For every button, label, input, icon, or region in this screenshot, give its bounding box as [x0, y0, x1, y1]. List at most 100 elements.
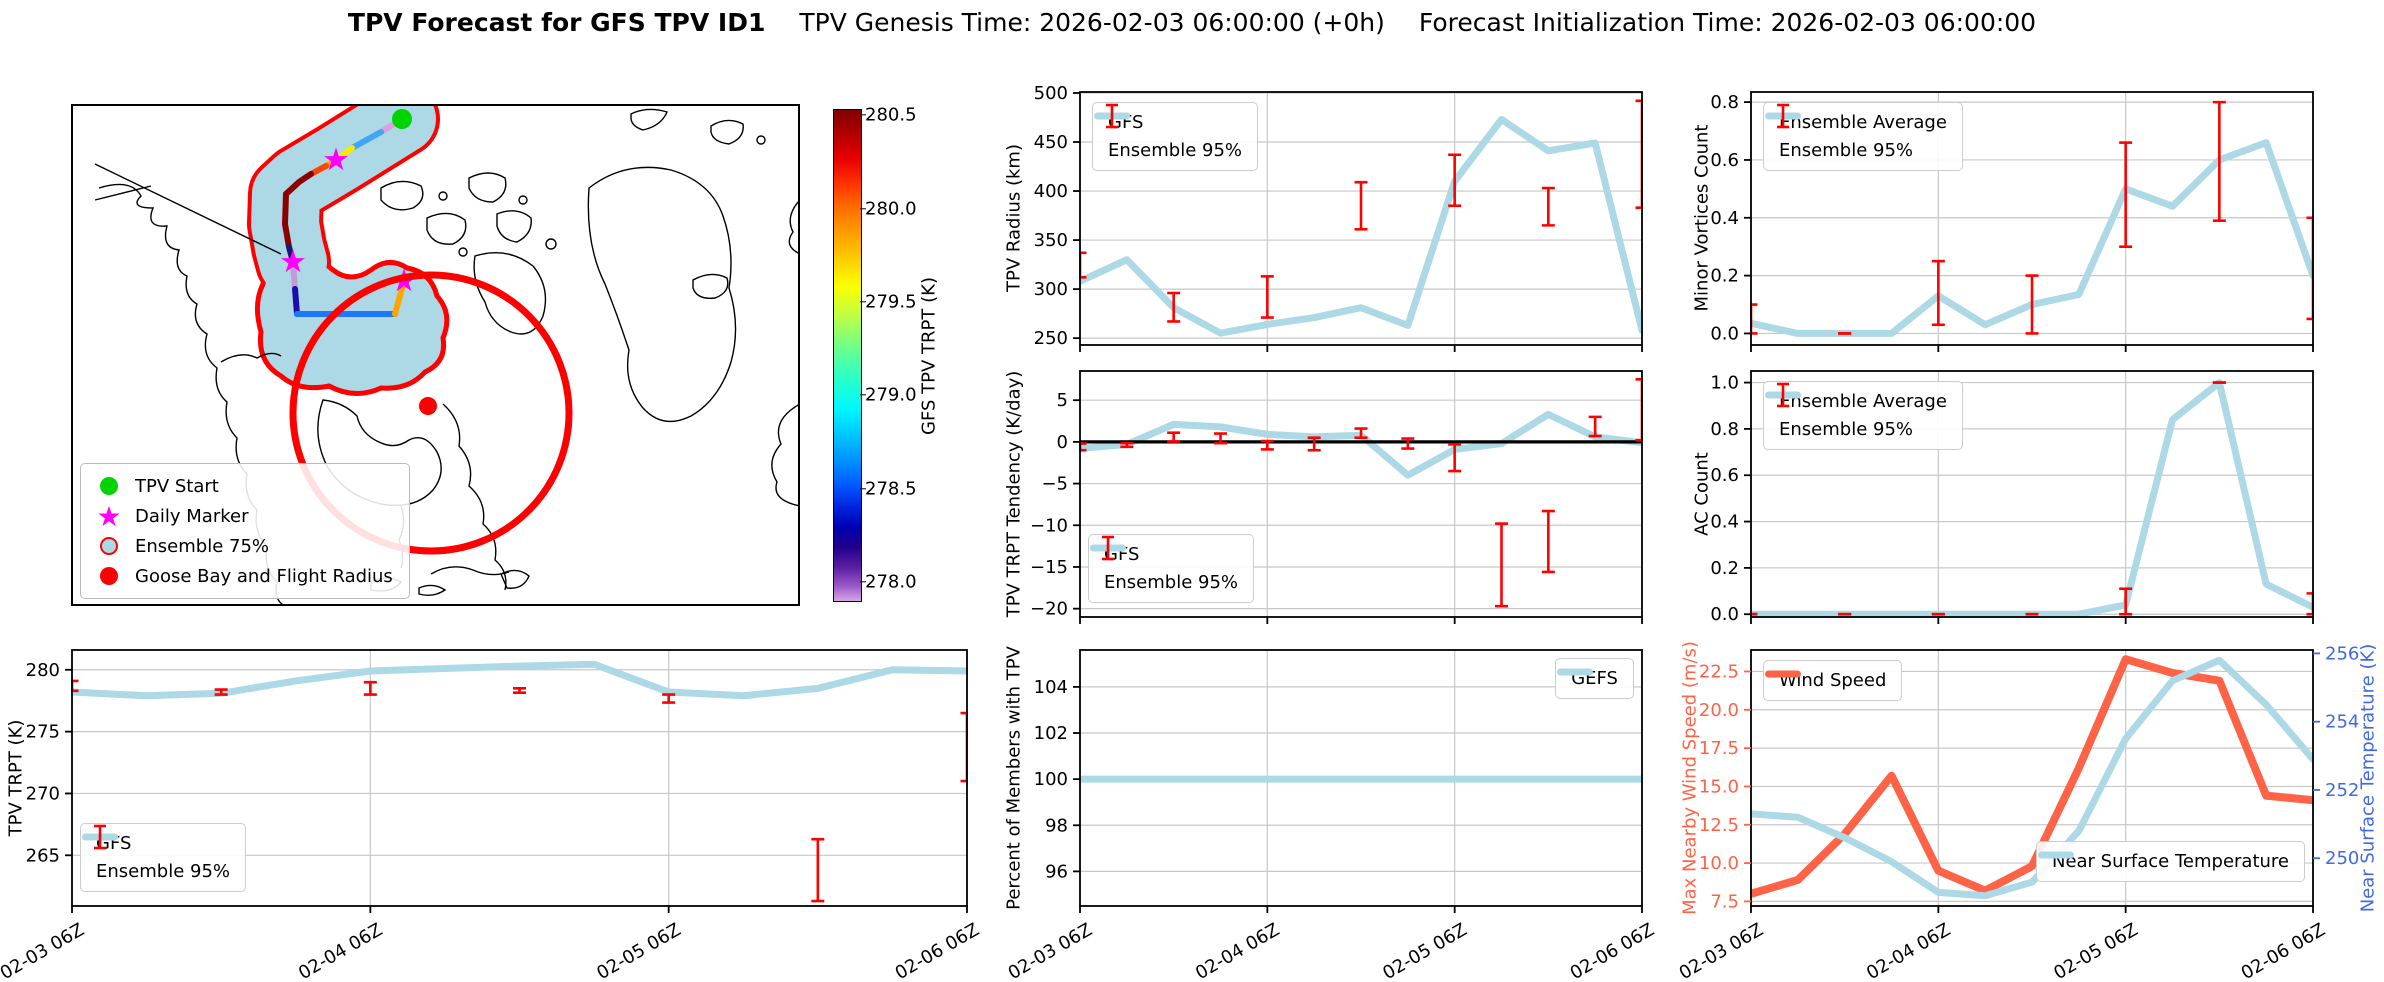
- y-tick-label: 12.5: [1699, 815, 1739, 836]
- y-tick-label: −20: [1030, 599, 1068, 620]
- colorbar-tick-label: 278.5: [865, 478, 917, 500]
- daily-marker-star: [281, 249, 305, 273]
- y-tick-label: 400: [1034, 181, 1068, 202]
- y-tick-label: 20.0: [1699, 700, 1739, 721]
- y-tick-label: 265: [26, 845, 60, 866]
- y-tick-label: −15: [1030, 557, 1068, 578]
- figure-title: TPV Forecast for GFS TPV ID1 TPV Genesis…: [0, 8, 2384, 37]
- map-legend-label: TPV Start: [135, 475, 219, 497]
- y-tick-label: 0.0: [1710, 323, 1739, 344]
- legend-entry: GEFS: [1557, 668, 1618, 689]
- legend: GFS Ensemble 95%: [1092, 102, 1258, 171]
- legend: Ensemble Average Ensemble 95%: [1763, 102, 1963, 171]
- x-tick-label: 02-04 06Z: [1192, 919, 1283, 982]
- legend: GEFS: [1555, 658, 1634, 699]
- map-legend-entry: Daily Marker: [97, 504, 393, 528]
- ac-count-chart: 0.0 0.2 0.4 0.6 0.8 1.0 Ensemble Average Ensemb…: [1710, 370, 2314, 625]
- legend-entry: Ensemble 95%: [1777, 382, 1947, 440]
- legend-label: Ensemble 95%: [1104, 572, 1238, 593]
- legend: Ensemble Average Ensemble 95%: [1763, 381, 1963, 450]
- colorbar-tick-label: 280.0: [865, 198, 917, 220]
- map-legend-entry: Ensemble 75%: [97, 534, 393, 558]
- daily-marker-star: [324, 147, 348, 171]
- y-tick-label: 0.6: [1710, 150, 1739, 171]
- trpt-ylabel: TPV TRPT (K): [5, 719, 27, 837]
- y-tick-label: 0.2: [1710, 558, 1739, 579]
- y-tick-label: 7.5: [1710, 891, 1739, 912]
- errorbar-legend-swatch: [1777, 382, 1789, 408]
- x-tick-label: 02-03 06Z: [1676, 919, 1767, 982]
- y-tick-label: 280: [26, 660, 60, 681]
- flight-radius-circle: [289, 271, 573, 555]
- x-tick-label: 02-04 06Z: [295, 919, 386, 982]
- colorbar-tick-label: 279.0: [865, 384, 917, 406]
- radius-chart: 250 300 350 400 450 500 GFS Ensemble 95%: [1034, 83, 1643, 352]
- track-map-panel: TPV Start Daily Marker Ensemble 75% Goose B…: [71, 81, 801, 607]
- wind-speed-ylabel: Max Nearby Wind Speed (m/s): [1679, 641, 1701, 915]
- y-tick-label: 102: [1034, 723, 1068, 744]
- y-tick-label: 256: [2325, 643, 2359, 664]
- legend: Near Surface Temperature: [2035, 841, 2305, 882]
- ensemble-75-region: [247, 81, 450, 396]
- tendency-chart: −20 −15 −10 −5 0 5 GFS Ensemble 95%: [1030, 370, 1643, 624]
- colorbar: 280.5 280.0 279.5 279.0 278.5 278.0: [833, 104, 973, 602]
- dot-marker-icon: [100, 567, 118, 585]
- errorbar-legend-swatch: [1777, 103, 1789, 129]
- colorbar-tick-label: 279.5: [865, 291, 917, 313]
- colorbar-tick-label: 278.0: [865, 571, 917, 593]
- wind-temp-chart: 7.5 10.0 12.5 15.0 17.5 20.0 22.5 250 252 254 256 0…: [1676, 643, 2360, 982]
- tendency-ylabel: TPV TRPT Tendency (K/day): [1003, 370, 1025, 618]
- line-legend-swatch: [2037, 851, 2074, 859]
- map-legend-label: Ensemble 75%: [135, 535, 269, 557]
- map-legend-label: Daily Marker: [135, 505, 249, 527]
- line-legend-swatch: [1557, 668, 1594, 676]
- x-tick-label: 02-04 06Z: [1863, 919, 1954, 982]
- legend-label: Ensemble Average: [1779, 391, 1947, 412]
- x-tick-label: 02-05 06Z: [2050, 919, 2141, 982]
- legend-label: Ensemble 95%: [1108, 140, 1242, 161]
- x-tick-label: 02-03 06Z: [1005, 919, 1096, 982]
- x-tick-label: 02-06 06Z: [892, 919, 983, 982]
- colorbar-tick-mark: [860, 581, 866, 583]
- colorbar-tick-mark: [860, 207, 866, 210]
- trpt-chart: 265 270 275 280 02-03 06Z 02-04 06Z 02-05 06Z 0…: [0, 649, 983, 982]
- legend: GFS Ensemble 95%: [80, 823, 246, 892]
- legend-label: Wind Speed: [1779, 670, 1887, 691]
- title-main: TPV Forecast for GFS TPV ID1: [347, 8, 766, 37]
- y-tick-label: 0.2: [1710, 266, 1739, 287]
- legend-label: Ensemble 95%: [1779, 419, 1913, 440]
- legend-label: Ensemble Average: [1779, 112, 1947, 133]
- minor-vortices-plot: 0.0 0.2 0.4 0.6 0.8: [1710, 91, 2314, 352]
- y-tick-label: 17.5: [1699, 738, 1739, 759]
- colorbar-gradient: [833, 109, 862, 602]
- y-tick-label: 100: [1034, 769, 1068, 790]
- y-tick-label: 250: [2325, 848, 2359, 869]
- legend: GFS Ensemble 95%: [1088, 534, 1254, 603]
- y-tick-label: 252: [2325, 780, 2359, 801]
- y-tick-label: 0.8: [1710, 92, 1739, 113]
- y-tick-label: 1.0: [1710, 373, 1739, 394]
- x-tick-label: 02-06 06Z: [2238, 919, 2329, 982]
- legend-entry: Ensemble Average: [1765, 391, 1947, 412]
- colorbar-tick-mark: [860, 394, 866, 396]
- y-tick-label: 104: [1034, 677, 1068, 698]
- y-tick-label: 250: [1034, 328, 1068, 349]
- legend-label: Ensemble 95%: [96, 861, 230, 882]
- y-tick-label: 0.4: [1710, 512, 1739, 533]
- legend-entry: Ensemble 95%: [94, 824, 230, 882]
- y-tick-label: 96: [1045, 861, 1068, 882]
- colorbar-tick-mark: [860, 114, 866, 116]
- map-legend: TPV Start Daily Marker Ensemble 75% Goose B…: [80, 463, 410, 599]
- legend-entry: Wind Speed: [1765, 670, 1887, 691]
- y-tick-label: 450: [1034, 132, 1068, 153]
- y-tick-label: 15.0: [1699, 776, 1739, 797]
- map-legend-entry: TPV Start: [97, 474, 393, 498]
- y-tick-label: 5: [1057, 390, 1068, 411]
- legend: Wind Speed: [1763, 660, 1903, 701]
- map-border: [71, 104, 800, 606]
- errorbar-legend-swatch: [1106, 103, 1118, 129]
- line-legend-swatch: [1765, 670, 1801, 678]
- y-tick-label: 275: [26, 722, 60, 743]
- y-tick-label: 10.0: [1699, 853, 1739, 874]
- legend-label: Near Surface Temperature: [2051, 851, 2289, 872]
